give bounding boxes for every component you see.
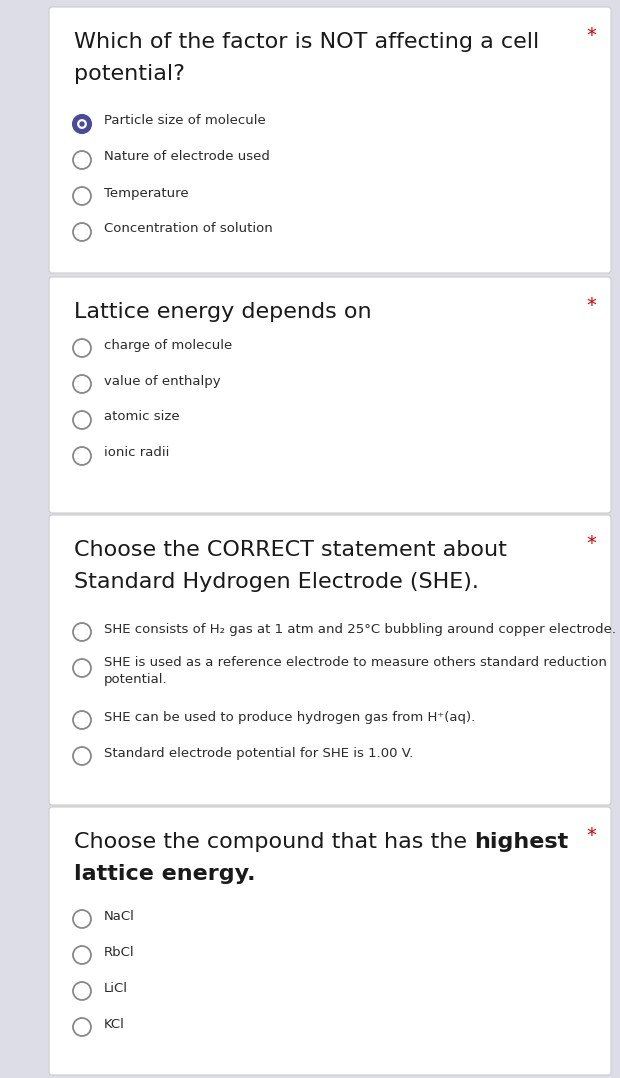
Circle shape [73,115,91,133]
Text: SHE consists of H₂ gas at 1 atm and 25°C bubbling around copper electrode.: SHE consists of H₂ gas at 1 atm and 25°C… [104,622,616,636]
Text: value of enthalpy: value of enthalpy [104,374,221,387]
Circle shape [73,186,91,205]
Circle shape [73,411,91,429]
Text: Lattice energy depends on: Lattice energy depends on [74,302,371,322]
Text: Choose the compound that has the: Choose the compound that has the [74,832,474,852]
FancyBboxPatch shape [49,807,611,1075]
Circle shape [73,151,91,169]
Circle shape [79,122,85,127]
Text: RbCl: RbCl [104,945,135,958]
Text: SHE is used as a reference electrode to measure others standard reduction: SHE is used as a reference electrode to … [104,657,607,669]
Text: Standard electrode potential for SHE is 1.00 V.: Standard electrode potential for SHE is … [104,746,414,760]
Circle shape [73,910,91,928]
Text: potential?: potential? [74,64,185,84]
Text: Temperature: Temperature [104,186,188,199]
Text: Particle size of molecule: Particle size of molecule [104,114,266,127]
Circle shape [73,659,91,677]
Text: Which of the factor is NOT affecting a cell: Which of the factor is NOT affecting a c… [74,32,539,52]
Circle shape [73,338,91,357]
Text: Concentration of solution: Concentration of solution [104,222,273,235]
Circle shape [77,119,87,129]
Text: lattice energy.: lattice energy. [74,863,255,884]
Text: SHE can be used to produce hydrogen gas from H⁺(aq).: SHE can be used to produce hydrogen gas … [104,710,476,723]
Text: NaCl: NaCl [104,910,135,923]
Circle shape [73,447,91,465]
Circle shape [73,375,91,393]
Text: potential.: potential. [104,674,167,687]
Text: *: * [586,534,596,553]
Text: Choose the CORRECT statement about: Choose the CORRECT statement about [74,540,507,559]
Text: *: * [586,826,596,845]
Circle shape [73,223,91,241]
Text: KCl: KCl [104,1018,125,1031]
Circle shape [73,946,91,964]
Text: atomic size: atomic size [104,411,180,424]
Text: highest: highest [474,832,569,852]
Text: ionic radii: ionic radii [104,446,169,459]
Text: LiCl: LiCl [104,981,128,995]
Circle shape [73,747,91,765]
Text: Lattice energy depends on: Lattice energy depends on [74,302,371,322]
Text: *: * [586,26,596,45]
Circle shape [73,982,91,1000]
FancyBboxPatch shape [49,515,611,805]
FancyBboxPatch shape [49,277,611,513]
Text: charge of molecule: charge of molecule [104,338,232,351]
Text: Standard Hydrogen Electrode (SHE).: Standard Hydrogen Electrode (SHE). [74,572,479,592]
Text: Nature of electrode used: Nature of electrode used [104,151,270,164]
Circle shape [73,711,91,729]
Circle shape [73,623,91,641]
FancyBboxPatch shape [49,6,611,273]
Text: *: * [586,296,596,315]
Circle shape [73,1018,91,1036]
